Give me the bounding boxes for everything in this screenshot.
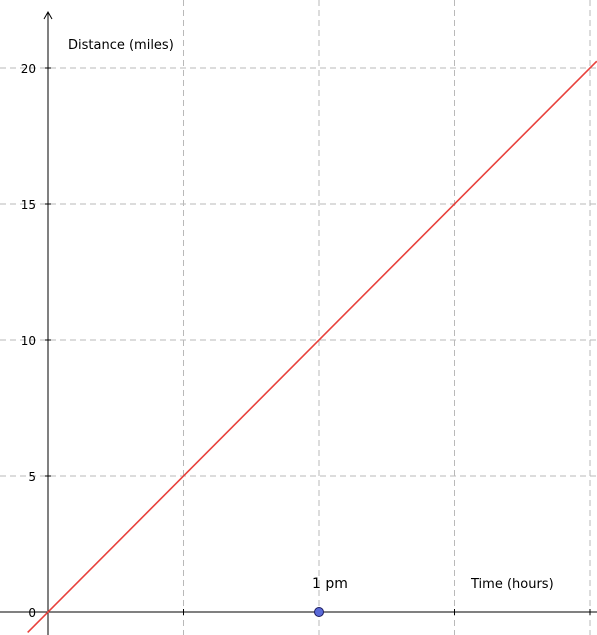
points-layer: 1 pm (312, 576, 348, 617)
y-axis-arrow-icon (43, 10, 53, 20)
series-line (27, 60, 597, 633)
y-tick-label: 15 (21, 198, 36, 212)
y-tick-label: 5 (28, 470, 36, 484)
axes-layer (0, 10, 597, 635)
y-tick-label: 0 (28, 606, 36, 620)
y-axis-label: Distance (miles) (68, 38, 174, 53)
series-layer (27, 60, 597, 633)
x-axis-label: Time (hours) (470, 577, 554, 592)
y-tick-label: 10 (21, 334, 36, 348)
point-label: 1 pm (312, 576, 348, 592)
data-point (314, 607, 324, 617)
ticks-layer: 0 5 10 15 20 (21, 62, 591, 620)
y-tick-label: 20 (21, 62, 36, 76)
